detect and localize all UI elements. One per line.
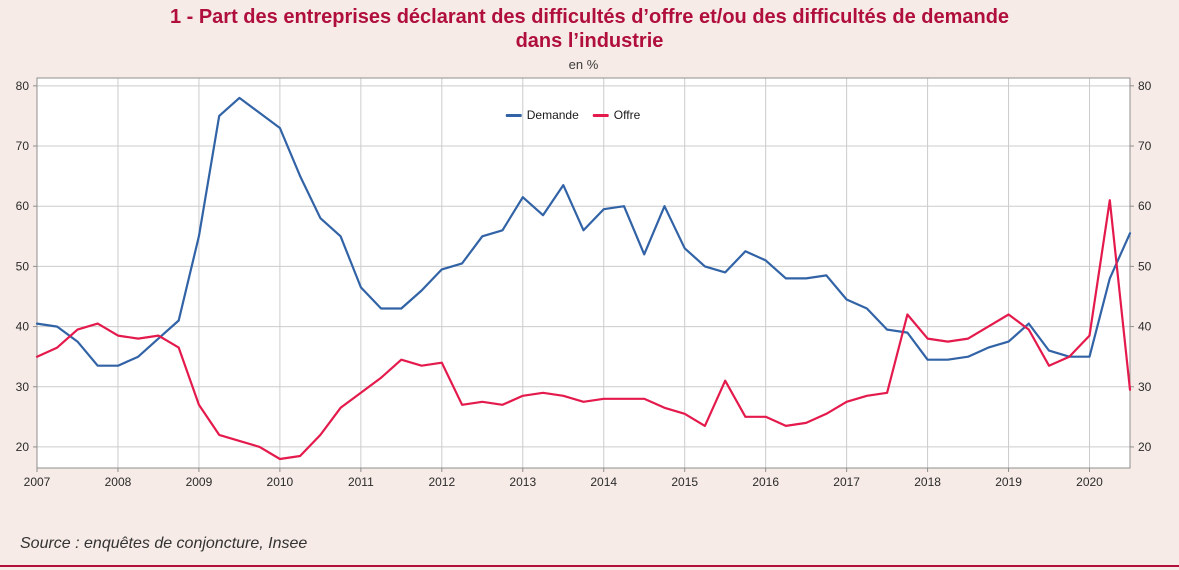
svg-text:40: 40 [16, 320, 30, 334]
svg-text:2013: 2013 [509, 475, 536, 489]
demande-line-swatch [505, 113, 522, 117]
svg-text:60: 60 [1138, 199, 1152, 213]
svg-text:2018: 2018 [914, 475, 941, 489]
svg-text:70: 70 [1138, 139, 1152, 153]
svg-text:2017: 2017 [833, 475, 860, 489]
svg-text:2008: 2008 [105, 475, 132, 489]
svg-text:2016: 2016 [752, 475, 779, 489]
figure-title-line2: dans l’industrie [515, 30, 664, 53]
bottom-rule [0, 565, 1179, 567]
unit-label: en % [568, 57, 599, 72]
svg-text:80: 80 [16, 79, 30, 93]
svg-text:20: 20 [16, 440, 30, 454]
svg-text:70: 70 [16, 139, 30, 153]
legend-item-offre: Offre [592, 108, 641, 122]
svg-text:20: 20 [1138, 440, 1152, 454]
svg-text:50: 50 [16, 259, 30, 273]
svg-text:30: 30 [1138, 380, 1152, 394]
svg-text:2010: 2010 [267, 475, 294, 489]
svg-text:2012: 2012 [428, 475, 455, 489]
source-note: Source : enquêtes de conjoncture, Insee [20, 535, 308, 552]
svg-text:2015: 2015 [671, 475, 698, 489]
legend-item-demande: Demande [505, 108, 579, 122]
offre-line-swatch [592, 113, 609, 117]
svg-text:80: 80 [1138, 79, 1152, 93]
svg-text:2014: 2014 [590, 475, 617, 489]
figure-title: 1 - Part des entreprises déclarant des d… [0, 5, 1179, 54]
svg-text:50: 50 [1138, 259, 1152, 273]
svg-text:2019: 2019 [995, 475, 1022, 489]
svg-text:2007: 2007 [24, 475, 51, 489]
svg-text:60: 60 [16, 199, 30, 213]
legend-label-demande: Demande [526, 108, 579, 122]
svg-text:2020: 2020 [1076, 475, 1103, 489]
legend-label-offre: Offre [613, 108, 641, 122]
chart-legend: Demande Offre [505, 108, 641, 122]
svg-text:40: 40 [1138, 320, 1152, 334]
svg-text:2011: 2011 [348, 475, 374, 489]
figure-title-line1: 1 - Part des entreprises déclarant des d… [169, 6, 1010, 28]
svg-text:30: 30 [16, 380, 30, 394]
svg-text:2009: 2009 [186, 475, 213, 489]
